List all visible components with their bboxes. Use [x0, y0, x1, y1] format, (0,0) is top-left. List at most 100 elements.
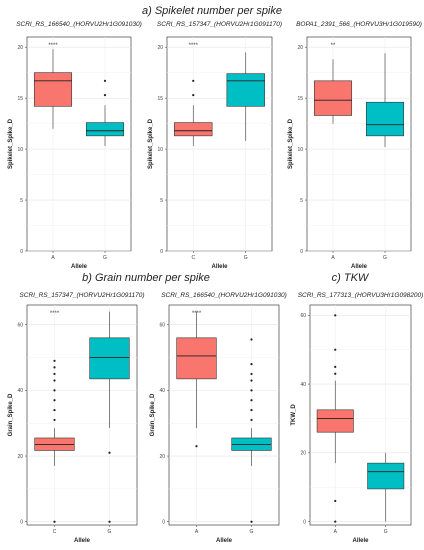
outlier-point	[250, 399, 253, 402]
y-axis-title: Grain_Spike_D	[150, 393, 156, 436]
chart-panels: SCRI_RS_166540_(HORVU2Hr1G091030) 0 5 10 15 2…	[8, 21, 423, 544]
y-tick-label: 10	[17, 147, 23, 153]
box-G	[226, 52, 265, 141]
outlier-point	[250, 389, 253, 392]
chart-panel-0: SCRI_RS_166540_(HORVU2Hr1G091030) 0 5 10 15 2…	[8, 21, 142, 270]
outlier-point	[250, 372, 253, 376]
section-title-a: a) Spikelet number per spike	[142, 5, 282, 17]
box-body	[174, 122, 213, 137]
box-body	[316, 409, 354, 433]
outlier-point	[108, 520, 111, 523]
x-axis-title: Allele	[352, 538, 369, 544]
y-tick-label: 40	[159, 388, 165, 394]
y-tick-label: 5	[20, 198, 23, 204]
y-tick-label: 20	[300, 451, 306, 457]
outlier-point	[250, 338, 253, 341]
box-body	[313, 80, 353, 116]
y-tick-label: 60	[17, 323, 23, 329]
box-A	[313, 59, 353, 124]
outlier-point	[192, 79, 195, 82]
x-axis-title: Allele	[74, 538, 91, 544]
chart-panel-5: SCRI_RS_177313_(HORVU3Hr1G098200) 0 20 40 60…	[291, 292, 423, 544]
y-tick-label: 0	[303, 519, 306, 525]
y-axis-title: TKW_D	[291, 404, 297, 426]
y-tick-label: 20	[157, 45, 163, 51]
y-tick-label: 0	[162, 520, 165, 526]
significance-label: ****	[192, 311, 202, 317]
y-tick-label: 0	[20, 249, 23, 255]
box-body	[176, 337, 217, 380]
outlier-point	[192, 93, 195, 97]
outlier-point	[250, 379, 253, 382]
outlier-point	[334, 365, 337, 368]
y-tick-label: 20	[159, 454, 165, 460]
panel-title: SCRI_RS_166540_(HORVU2Hr1G091030)	[16, 21, 142, 28]
x-tick-label: A	[331, 255, 335, 261]
panel-title: SCRI_RS_157347_(HORVU2Hr1G091170)	[19, 292, 144, 299]
outlier-point	[334, 348, 337, 351]
panel-title: SCRI_RS_157347_(HORVU2Hr1G091170)	[157, 21, 282, 28]
outlier-point	[334, 520, 337, 523]
significance-label: ****	[50, 311, 60, 317]
box-A	[176, 311, 217, 448]
box-body	[89, 337, 130, 380]
y-tick-label: 5	[300, 198, 303, 204]
x-tick-label: C	[53, 529, 57, 535]
y-tick-label: 10	[157, 147, 163, 153]
box-G	[85, 79, 125, 147]
significance-label: ****	[189, 43, 199, 49]
box-G	[231, 338, 272, 523]
y-tick-label: 20	[17, 45, 23, 51]
outlier-point	[53, 379, 56, 382]
significance-label: ****	[48, 43, 58, 49]
x-tick-label: G	[244, 255, 248, 261]
outlier-point	[53, 366, 56, 369]
y-axis-title: Spikelet_Spike_D	[8, 118, 14, 169]
x-tick-label: A	[334, 529, 338, 535]
chart-panel-4: SCRI_RS_166540_(HORVU2Hr1G091030) 0 20 40 60…	[150, 292, 287, 544]
outlier-point	[53, 408, 56, 412]
y-tick-label: 20	[17, 454, 23, 460]
box-C	[174, 79, 213, 147]
x-tick-label: G	[384, 529, 388, 535]
y-tick-label: 10	[297, 147, 303, 153]
outlier-point	[334, 499, 337, 503]
box-body	[365, 101, 405, 137]
outlier-point	[334, 314, 337, 317]
panel-title: BOPA1_2391_566_(HORVU3Hr1G019590)	[296, 21, 422, 28]
y-axis-title: Grain_Spike_D	[8, 393, 14, 436]
x-axis-title: Allele	[71, 264, 88, 270]
y-tick-label: 15	[17, 96, 23, 102]
outlier-point	[103, 93, 107, 97]
box-G	[365, 53, 405, 148]
box-A	[33, 49, 73, 129]
x-tick-label: G	[383, 255, 387, 261]
y-tick-label: 20	[297, 45, 303, 51]
x-tick-label: G	[250, 529, 254, 535]
outlier-point	[53, 389, 56, 392]
x-axis-title: Allele	[216, 538, 233, 544]
y-axis-title: Spikelet_Spike_D	[288, 118, 294, 169]
outlier-point	[53, 359, 56, 362]
chart-panel-1: SCRI_RS_157347_(HORVU2Hr1G091170) 0 5 10 15 2…	[148, 21, 282, 270]
y-tick-label: 60	[300, 313, 306, 319]
outlier-point	[53, 399, 56, 402]
outlier-point	[53, 520, 56, 523]
x-tick-label: A	[195, 529, 199, 535]
box-body	[367, 462, 405, 490]
x-axis-title: Allele	[351, 264, 368, 270]
y-tick-label: 0	[300, 249, 303, 255]
box-body	[226, 73, 265, 107]
plot-area	[166, 36, 273, 252]
y-tick-label: 5	[160, 198, 163, 204]
outlier-point	[53, 418, 56, 422]
plot-area	[306, 36, 412, 252]
outlier-point	[250, 363, 253, 366]
box-G	[367, 452, 405, 522]
section-title-b: b) Grain number per spike	[82, 272, 210, 284]
y-tick-label: 40	[17, 388, 23, 394]
x-tick-label: G	[103, 255, 107, 261]
y-tick-label: 0	[160, 249, 163, 255]
box-body	[85, 122, 125, 137]
